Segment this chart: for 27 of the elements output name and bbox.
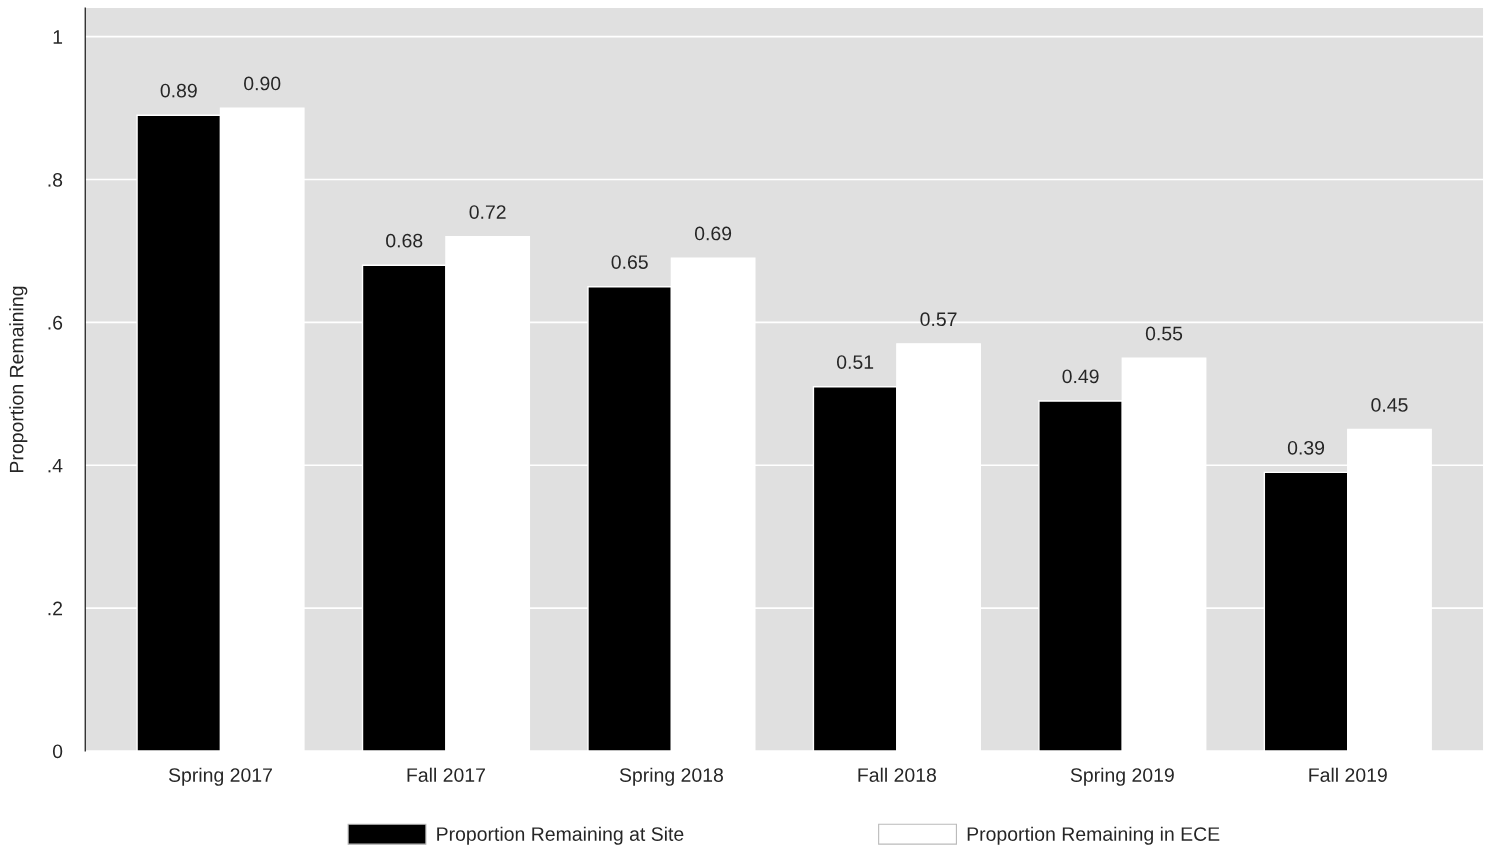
y-axis-title: Proportion Remaining (9, 286, 28, 472)
y-tick-label: .4 (48, 458, 63, 473)
data-label: 0.39 (1287, 440, 1325, 455)
data-label: 0.69 (694, 226, 732, 241)
x-tick-label: Fall 2019 (1309, 767, 1387, 782)
data-label: 0.72 (469, 205, 506, 219)
y-tick-label: 1 (53, 30, 63, 44)
y-tick-label: .8 (48, 173, 63, 187)
y-tick-label: 0 (52, 744, 63, 759)
y-tick-label: .2 (48, 601, 63, 616)
x-tick-label: Fall 2017 (407, 767, 485, 782)
legend-label: Proportion Remaining in ECE (967, 826, 1220, 845)
data-label: 0.68 (386, 233, 423, 248)
legend-label: Proportion Remaining at Site (437, 826, 684, 845)
x-tick-label: Spring 2018 (619, 767, 723, 786)
x-tick-label: Spring 2017 (168, 767, 272, 786)
data-label: 0.57 (920, 312, 957, 327)
data-label: 0.49 (1062, 369, 1099, 384)
data-label: 0.89 (160, 83, 197, 98)
x-tick-label: Fall 2018 (858, 767, 937, 782)
x-tick-label: Spring 2019 (1070, 767, 1174, 786)
y-tick-label: .6 (48, 315, 63, 330)
data-label: 0.45 (1371, 398, 1408, 412)
data-label: 0.51 (836, 355, 874, 369)
data-label: 0.55 (1145, 326, 1183, 341)
data-label: 0.65 (611, 255, 648, 269)
data-label: 0.90 (244, 76, 281, 91)
